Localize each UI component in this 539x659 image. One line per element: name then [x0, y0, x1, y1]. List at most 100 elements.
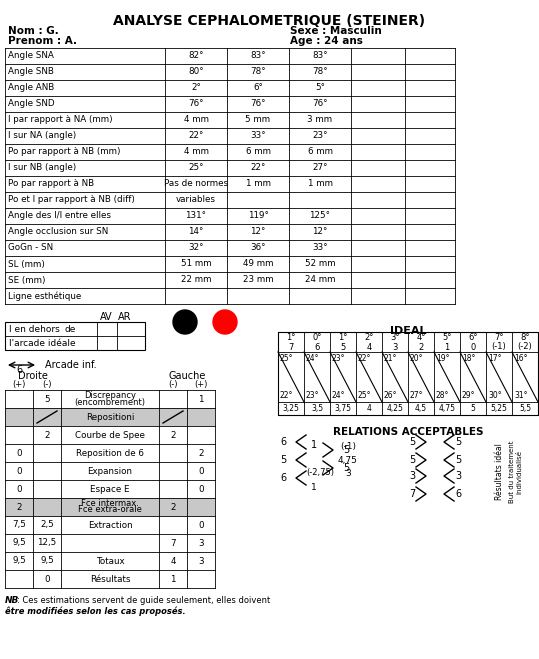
Text: 33°: 33°: [250, 132, 266, 140]
Text: Age : 24 ans: Age : 24 ans: [290, 36, 363, 46]
Text: 17°: 17°: [488, 354, 501, 363]
Text: 6°: 6°: [468, 333, 478, 343]
Text: de: de: [64, 324, 75, 333]
Bar: [5, 408, 215, 426]
Text: 23°: 23°: [332, 354, 345, 363]
Text: (-2,75): (-2,75): [306, 467, 334, 476]
Text: (-2): (-2): [517, 343, 533, 351]
Text: I sur NA (angle): I sur NA (angle): [8, 132, 76, 140]
Text: 4°: 4°: [416, 333, 426, 343]
Text: Fce extra-orale: Fce extra-orale: [78, 505, 142, 515]
Text: 23°: 23°: [312, 132, 328, 140]
Text: 3°: 3°: [390, 333, 400, 343]
Text: 24 mm: 24 mm: [305, 275, 335, 285]
Text: variables: variables: [176, 196, 216, 204]
Text: 5: 5: [455, 437, 461, 447]
Text: 6: 6: [455, 489, 461, 499]
Text: 9,5: 9,5: [12, 538, 26, 548]
Text: I sur NB (angle): I sur NB (angle): [8, 163, 76, 173]
Text: 22°: 22°: [188, 132, 204, 140]
Text: 0: 0: [16, 449, 22, 457]
Text: 3: 3: [198, 556, 204, 565]
Text: 4,25: 4,25: [386, 404, 403, 413]
Text: Angle ANB: Angle ANB: [8, 84, 54, 92]
Text: (-1): (-1): [492, 343, 506, 351]
Text: 131°: 131°: [185, 212, 206, 221]
Text: 22°: 22°: [280, 391, 293, 400]
Text: 6 mm: 6 mm: [245, 148, 271, 156]
Text: 16°: 16°: [514, 354, 528, 363]
Text: AR: AR: [118, 312, 132, 322]
Text: SE (mm): SE (mm): [8, 275, 45, 285]
Text: 21°: 21°: [384, 354, 397, 363]
Text: 30°: 30°: [488, 391, 502, 400]
Text: AV: AV: [100, 312, 112, 322]
Text: 4 mm: 4 mm: [183, 148, 209, 156]
Text: Pas de normes: Pas de normes: [164, 179, 228, 188]
Text: NB: NB: [5, 596, 19, 605]
Text: Fce intermax.: Fce intermax.: [81, 500, 139, 509]
Text: Ligne esthétique: Ligne esthétique: [8, 291, 81, 301]
Text: 27°: 27°: [312, 163, 328, 173]
Text: 1: 1: [444, 343, 450, 351]
Text: 5: 5: [340, 343, 345, 351]
Text: 6: 6: [16, 365, 22, 375]
Text: 1 mm: 1 mm: [308, 179, 333, 188]
Text: 6°: 6°: [253, 84, 263, 92]
Text: (-1): (-1): [340, 442, 356, 451]
Text: 119°: 119°: [247, 212, 268, 221]
Text: 19°: 19°: [436, 354, 450, 363]
Text: 12,5: 12,5: [37, 538, 57, 548]
Text: SL (mm): SL (mm): [8, 260, 45, 268]
Text: 5: 5: [44, 395, 50, 403]
Text: 5: 5: [280, 455, 286, 465]
Text: 23°: 23°: [306, 391, 320, 400]
Text: 5: 5: [455, 455, 461, 465]
Text: Sexe : Masculin: Sexe : Masculin: [290, 26, 382, 36]
Text: 25°: 25°: [280, 354, 294, 363]
Bar: [5, 48, 455, 304]
Text: 3,5: 3,5: [311, 404, 323, 413]
Text: 2: 2: [16, 503, 22, 511]
Text: Courbe de Spee: Courbe de Spee: [75, 430, 145, 440]
Text: 7°: 7°: [494, 333, 504, 343]
Text: 3: 3: [198, 538, 204, 548]
Text: 1: 1: [311, 484, 317, 492]
Text: Po par rapport à NB (mm): Po par rapport à NB (mm): [8, 148, 121, 156]
Text: 0: 0: [198, 467, 204, 476]
Text: 7: 7: [170, 538, 176, 548]
Text: 25°: 25°: [358, 391, 371, 400]
Text: GoGn - SN: GoGn - SN: [8, 243, 53, 252]
Text: 2: 2: [170, 503, 176, 511]
Text: Angle occlusion sur SN: Angle occlusion sur SN: [8, 227, 108, 237]
Text: 3: 3: [455, 471, 461, 481]
Text: 51 mm: 51 mm: [181, 260, 211, 268]
Text: 5°: 5°: [443, 333, 452, 343]
Bar: [278, 332, 538, 415]
Text: But du traitement
individualisé: But du traitement individualisé: [509, 441, 522, 503]
Text: 1: 1: [198, 395, 204, 403]
Text: 1°: 1°: [338, 333, 348, 343]
Text: 3: 3: [409, 471, 415, 481]
Text: 4 mm: 4 mm: [183, 115, 209, 125]
Text: Arcade inf.: Arcade inf.: [45, 360, 96, 370]
Text: Angle des I/I entre elles: Angle des I/I entre elles: [8, 212, 111, 221]
Text: 31°: 31°: [514, 391, 528, 400]
Text: 0: 0: [16, 467, 22, 476]
Text: Po par rapport à NB: Po par rapport à NB: [8, 179, 94, 188]
Text: 80°: 80°: [188, 67, 204, 76]
Text: 0°: 0°: [312, 333, 322, 343]
Text: 7: 7: [409, 489, 415, 499]
Circle shape: [213, 310, 237, 334]
Text: 2,5: 2,5: [40, 521, 54, 529]
Text: 32°: 32°: [188, 243, 204, 252]
Text: 1 mm: 1 mm: [245, 179, 271, 188]
Text: 2°: 2°: [191, 84, 201, 92]
Text: Espace E: Espace E: [90, 484, 130, 494]
Text: 5 mm: 5 mm: [245, 115, 271, 125]
Text: 4: 4: [367, 404, 371, 413]
Text: être modifiées selon les cas proposés.: être modifiées selon les cas proposés.: [5, 607, 185, 617]
Text: 7,5: 7,5: [12, 521, 26, 529]
Text: Prenom : A.: Prenom : A.: [8, 36, 77, 46]
Text: Reposition de 6: Reposition de 6: [76, 449, 144, 457]
